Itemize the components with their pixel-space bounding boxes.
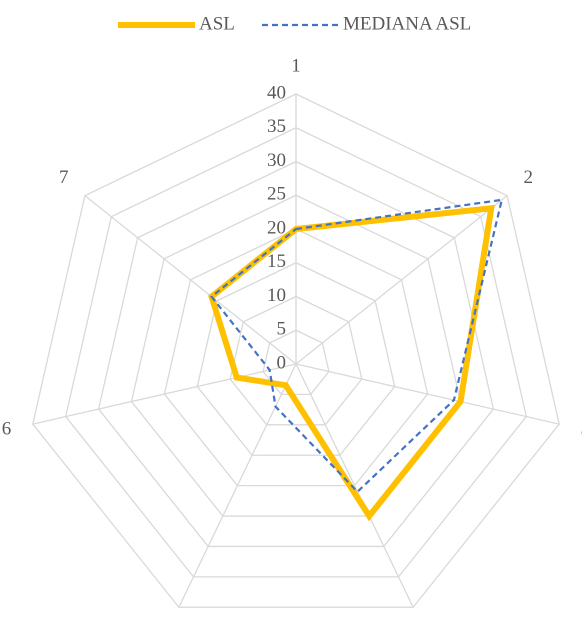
grid-ring — [64, 127, 528, 578]
legend-label: ASL — [199, 13, 235, 34]
spoke — [295, 363, 560, 425]
tick-label: 35 — [267, 116, 286, 137]
spoke — [295, 195, 508, 365]
grid-ring — [97, 160, 495, 548]
grid-ring — [229, 295, 363, 426]
axis-label: 5 — [162, 620, 172, 623]
axis-label: 4 — [420, 620, 430, 623]
tick-label: 0 — [277, 352, 287, 373]
spoke — [178, 363, 297, 608]
series-line — [208, 204, 495, 522]
tick-label: 40 — [267, 82, 286, 103]
grid-ring — [32, 93, 560, 608]
grid-ring — [262, 329, 330, 396]
tick-label: 30 — [267, 150, 286, 171]
axis-label: 6 — [2, 418, 12, 439]
grid-ring — [196, 262, 396, 456]
legend-label: MEDIANA ASL — [343, 13, 471, 34]
tick-label: 5 — [277, 319, 287, 340]
tick-label: 10 — [267, 285, 286, 306]
spoke — [84, 195, 297, 365]
grid-ring — [163, 228, 429, 487]
series-line — [210, 198, 504, 494]
axis-label: 3 — [581, 418, 582, 439]
tick-label: 20 — [267, 217, 286, 238]
tick-label: 25 — [267, 184, 286, 205]
tick-label: 15 — [267, 251, 286, 272]
spoke — [32, 363, 297, 425]
axis-label: 2 — [523, 167, 533, 188]
axis-label: 1 — [291, 55, 301, 76]
grid-ring — [130, 194, 462, 517]
spoke — [295, 363, 414, 608]
axis-label: 7 — [59, 167, 69, 188]
